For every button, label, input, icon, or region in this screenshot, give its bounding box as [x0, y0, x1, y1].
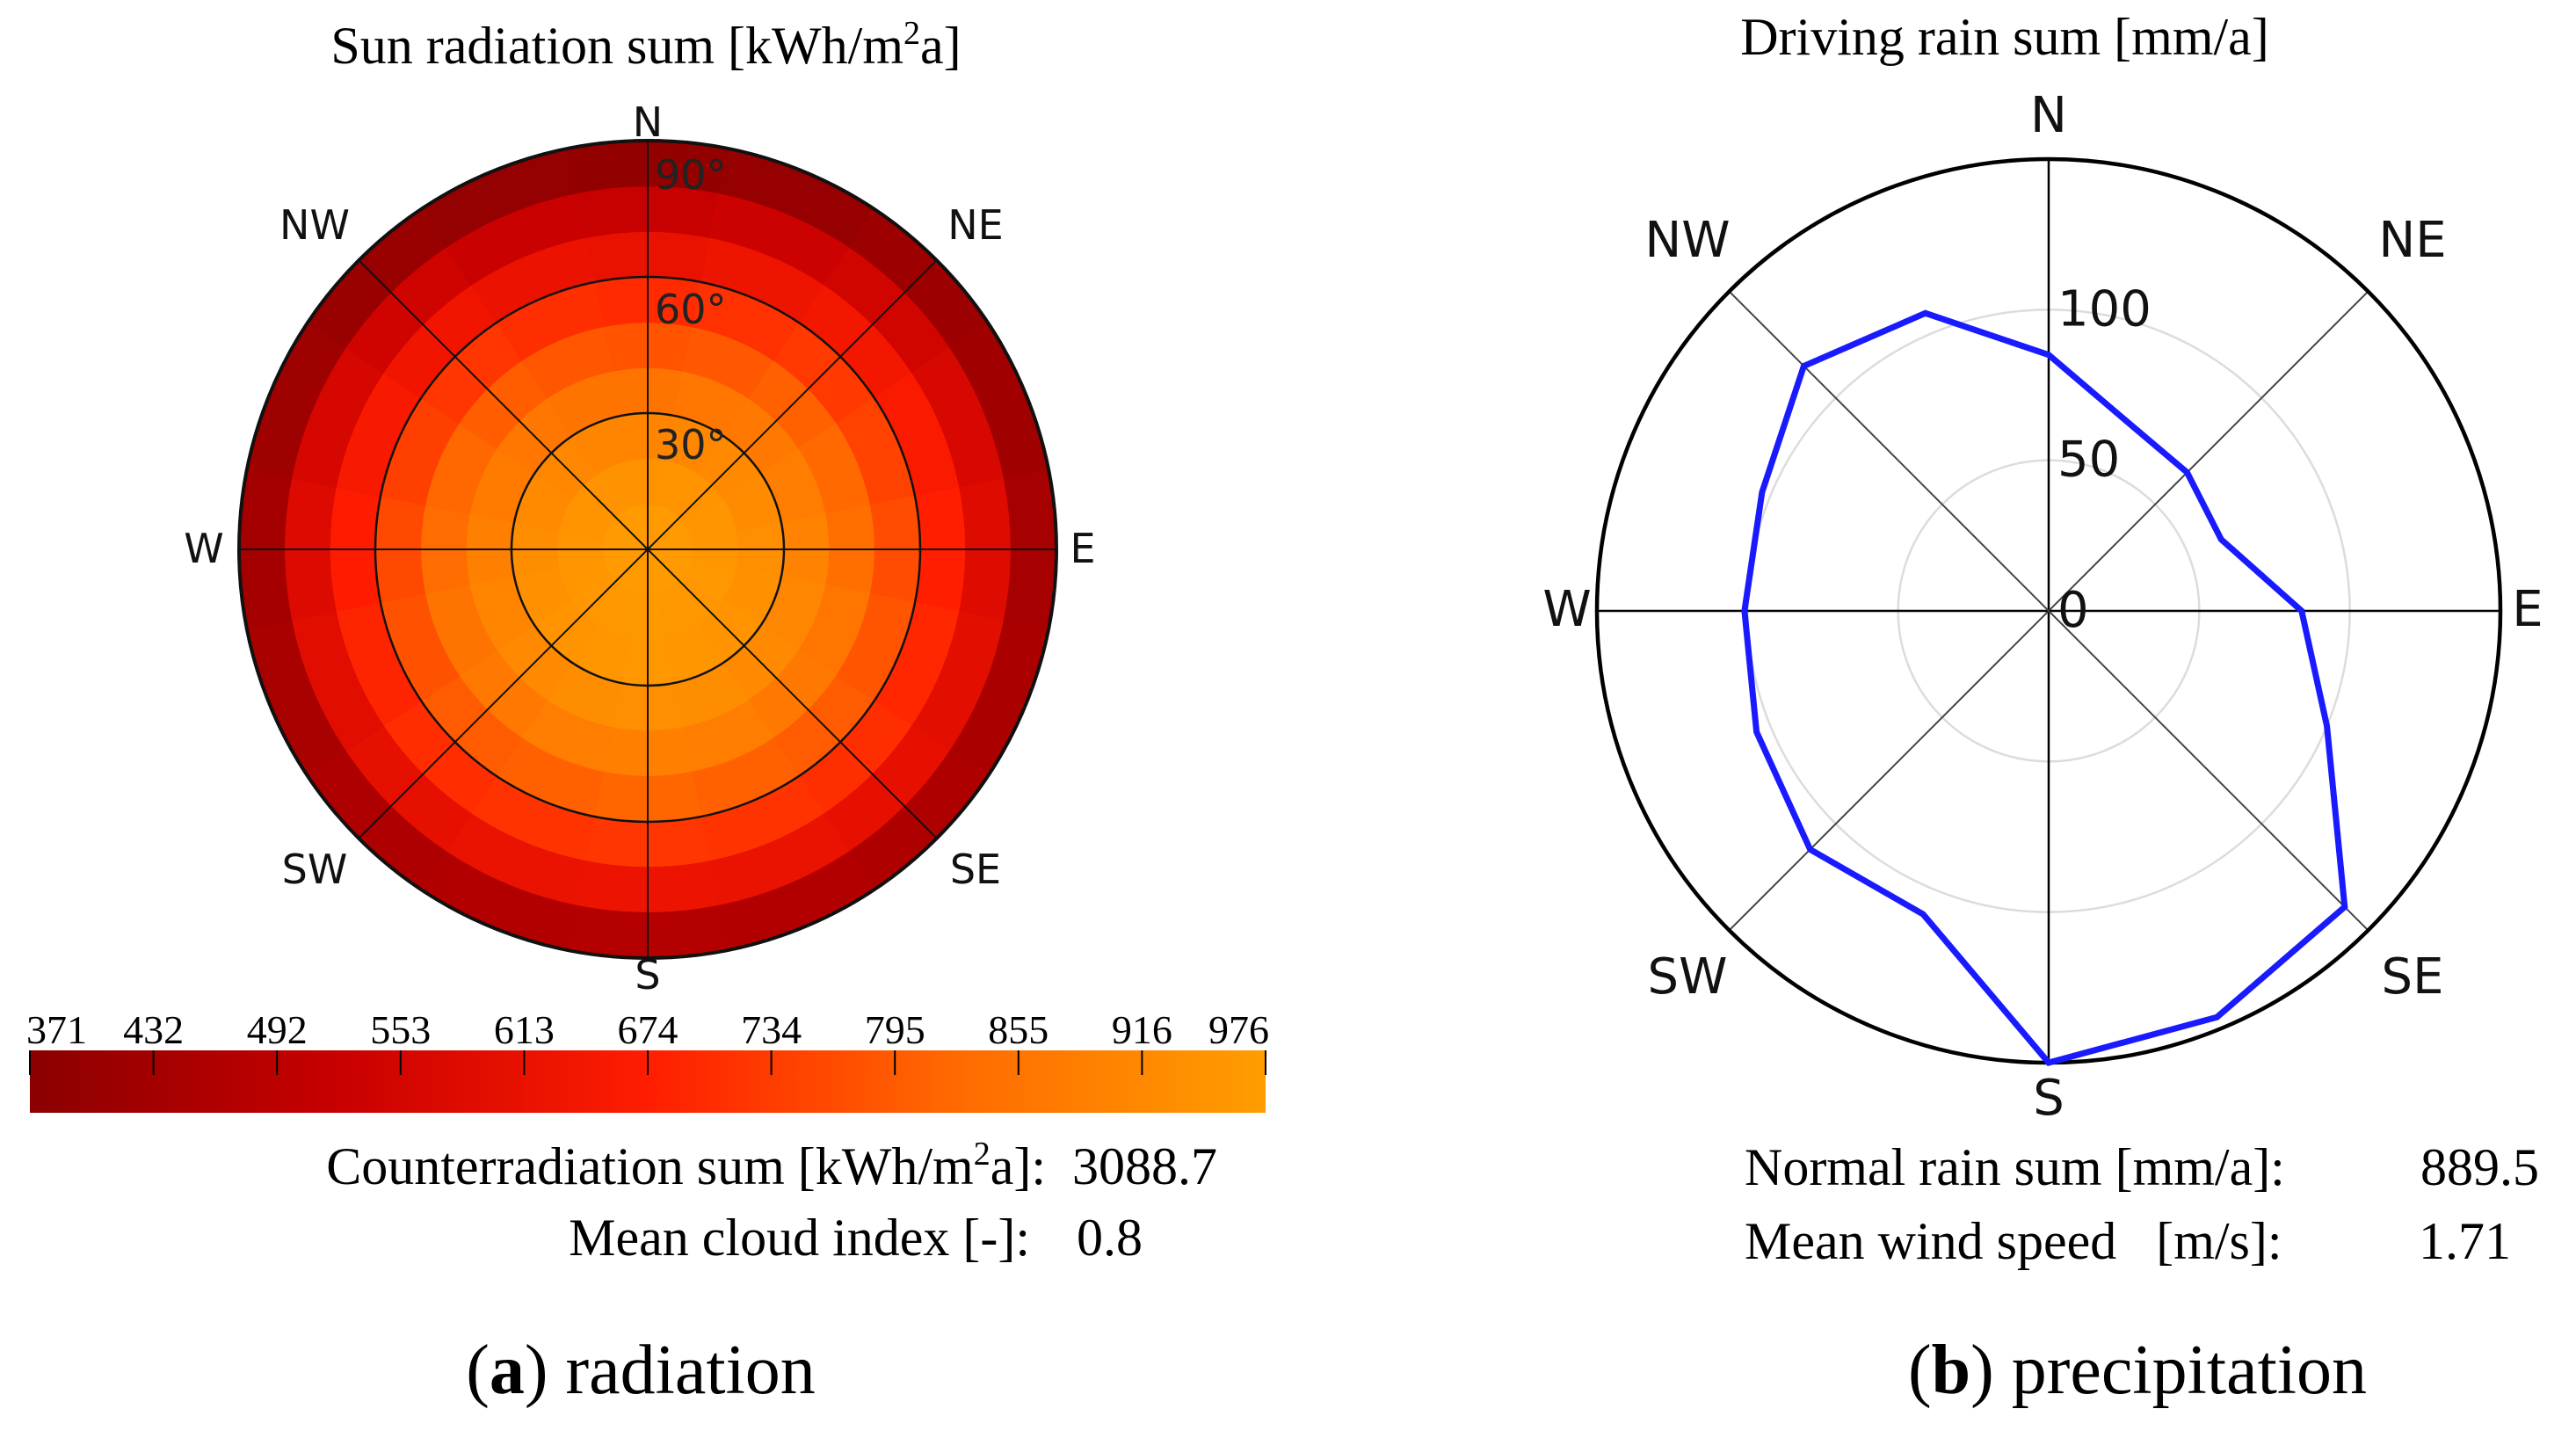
radiation-labels: N NE E SE S SW W NW 90° 60° 30° — [184, 98, 1095, 999]
radiation-title: Sun radiation sum [kWh/m2a] — [330, 15, 961, 75]
direction-label-sw: SW — [1648, 948, 1728, 1006]
normal-rain-label: Normal rain sum [mm/a]: — [1745, 1138, 2285, 1196]
colorbar-tick-label: 734 — [741, 1007, 802, 1052]
counterradiation-superscript: 2 — [974, 1136, 990, 1173]
colorbar-tick-label: 432 — [123, 1007, 184, 1052]
direction-label-s: S — [635, 951, 660, 999]
cloud-index-value: 0.8 — [1077, 1209, 1143, 1267]
direction-label-w: W — [1542, 581, 1591, 638]
direction-label-sw: SW — [282, 846, 348, 893]
direction-label-nw: NW — [279, 201, 350, 249]
colorbar-tick-label: 613 — [494, 1007, 555, 1052]
rain-series-line — [1741, 309, 2348, 1066]
colorbar-tick-label: 855 — [988, 1007, 1049, 1052]
direction-label-se: SE — [950, 846, 1001, 893]
wind-speed-label: Mean wind speed [m/s]: — [1745, 1212, 2282, 1270]
direction-label-nw: NW — [1644, 212, 1730, 269]
normal-rain-value: 889.5 — [2420, 1138, 2539, 1196]
direction-label-ne: NE — [947, 201, 1003, 249]
direction-label-e: E — [1070, 525, 1095, 572]
colorbar-ticks: 371 432 492 553 613 674 734 795 855 916 976 — [26, 1007, 1269, 1075]
caption-a: (a) radiation — [466, 1332, 816, 1409]
direction-label-n: N — [633, 98, 663, 146]
colorbar-tick-label: 916 — [1112, 1007, 1172, 1052]
elevation-label: 60° — [655, 286, 727, 333]
radial-tick-label: 50 — [2057, 432, 2120, 489]
direction-label-n: N — [2030, 87, 2067, 144]
direction-label-se: SE — [2382, 948, 2444, 1006]
direction-line — [358, 259, 938, 839]
radiation-panel: Sun radiation sum [kWh/m2a] N NE E SE S SW W NW… — [26, 15, 1269, 1409]
colorbar-tick-label: 553 — [370, 1007, 431, 1052]
caption-b: (b) precipitation — [1908, 1332, 2367, 1409]
colorbar-tick-label: 976 — [1208, 1007, 1269, 1052]
cloud-index-label: Mean cloud index [-]: — [569, 1209, 1030, 1267]
rain-labels: N NE E SE S SW W NW 0 50 100 — [1542, 87, 2543, 1127]
rain-title: Driving rain sum [mm/a] — [1740, 8, 2269, 66]
direction-label-s: S — [2033, 1070, 2064, 1127]
radiation-title-superscript: 2 — [903, 15, 920, 52]
colorbar-tick-label: 492 — [247, 1007, 308, 1052]
wind-speed-value: 1.71 — [2419, 1212, 2511, 1270]
elevation-label: 90° — [655, 151, 727, 199]
elevation-label: 30° — [655, 421, 727, 468]
colorbar-tick-label: 674 — [618, 1007, 678, 1052]
colorbar-tick-label: 795 — [865, 1007, 925, 1052]
direction-label-w: W — [184, 525, 223, 572]
colorbar-tick-label: 371 — [26, 1007, 87, 1052]
radial-tick-label: 100 — [2057, 280, 2152, 338]
direction-label-e: E — [2512, 581, 2543, 638]
direction-line — [1728, 290, 2369, 932]
direction-label-ne: NE — [2378, 212, 2446, 269]
precipitation-panel: Driving rain sum [mm/a] N NE E SE S SW W NW 0 50 1… — [1542, 8, 2543, 1409]
rain-grid — [1594, 156, 2503, 1065]
counterradiation-label: Counterradiation sum [kWh/m2a]: — [326, 1136, 1046, 1195]
radial-tick-label: 0 — [2057, 582, 2089, 639]
counterradiation-value: 3088.7 — [1072, 1137, 1217, 1195]
radiation-grid — [237, 139, 1058, 960]
